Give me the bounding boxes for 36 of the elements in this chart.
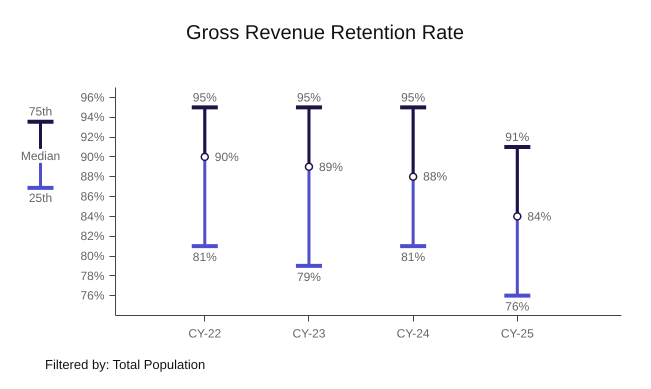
y-tick-label: 82% bbox=[80, 229, 105, 244]
text: Median bbox=[20, 148, 60, 163]
annotation: 81% bbox=[401, 250, 426, 264]
text: 25th bbox=[28, 190, 52, 205]
text: 75th bbox=[28, 104, 52, 119]
point bbox=[513, 212, 522, 221]
annotation: 95% bbox=[401, 90, 426, 104]
y-tick-label: 92% bbox=[80, 130, 105, 144]
annotation: 90% bbox=[214, 150, 240, 164]
point bbox=[408, 172, 418, 181]
x-tick-label: CY-23 bbox=[292, 326, 326, 340]
x-tick-label: CY-25 bbox=[500, 326, 534, 340]
y-tick-label: 86% bbox=[80, 190, 105, 204]
annotation: 88% bbox=[423, 170, 448, 184]
annotation: 76% bbox=[505, 300, 530, 314]
chart-title: Gross Revenue Retention Rate bbox=[186, 21, 464, 46]
x-tick-label: CY-22 bbox=[188, 326, 222, 340]
annotation: 79% bbox=[296, 270, 322, 284]
annotation: 84% bbox=[527, 209, 552, 224]
point bbox=[200, 152, 210, 162]
y-tick-label: 76% bbox=[80, 288, 105, 303]
point bbox=[304, 162, 314, 172]
annotation: 95% bbox=[192, 90, 218, 104]
annotation: 81% bbox=[192, 250, 218, 264]
y-tick-label: 80% bbox=[80, 249, 105, 264]
y-tick-label: 96% bbox=[80, 90, 105, 104]
annotation: 91% bbox=[505, 130, 530, 144]
y-tick-label: 90% bbox=[80, 150, 105, 164]
y-tick-label: 88% bbox=[80, 170, 105, 184]
text: Filtered by: Total Population bbox=[45, 356, 206, 374]
y-tick-label: 84% bbox=[80, 209, 105, 224]
y-tick-label: 78% bbox=[80, 268, 105, 283]
y-tick-label: 94% bbox=[80, 110, 105, 124]
annotation: 89% bbox=[318, 160, 344, 174]
annotation: 95% bbox=[296, 90, 322, 104]
x-tick-label: CY-24 bbox=[396, 326, 430, 340]
